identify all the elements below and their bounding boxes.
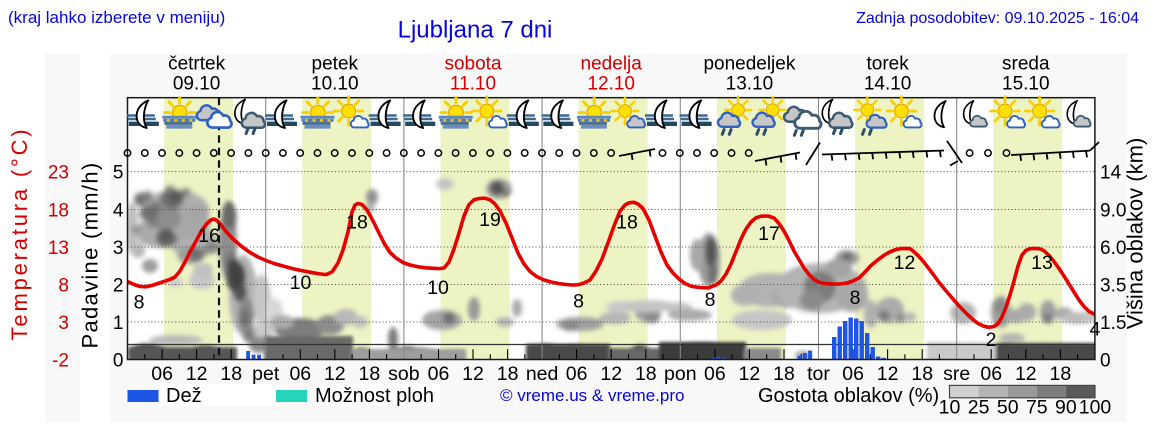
svg-text:2: 2	[986, 329, 997, 351]
svg-text:13: 13	[48, 238, 69, 259]
svg-text:06: 06	[428, 363, 450, 385]
svg-text:3: 3	[113, 238, 124, 259]
svg-text:1: 1	[113, 313, 124, 334]
svg-text:sreda: sreda	[1002, 54, 1050, 75]
svg-text:sob: sob	[388, 363, 420, 385]
svg-text:© vreme.us & vreme.pro: © vreme.us & vreme.pro	[500, 386, 684, 405]
svg-text:12: 12	[739, 363, 761, 385]
svg-text:8: 8	[134, 292, 145, 314]
svg-text:12: 12	[894, 252, 916, 274]
svg-text:Dež: Dež	[166, 385, 202, 407]
svg-text:ponedeljek: ponedeljek	[703, 54, 795, 75]
svg-text:18: 18	[359, 363, 381, 385]
svg-text:06: 06	[980, 363, 1002, 385]
svg-text:8: 8	[705, 289, 716, 311]
svg-text:18: 18	[220, 363, 242, 385]
svg-text:12: 12	[186, 363, 208, 385]
svg-text:(kraj lahko izberete v meniju): (kraj lahko izberete v meniju)	[8, 8, 225, 27]
svg-text:25: 25	[968, 397, 990, 419]
svg-text:100: 100	[1079, 397, 1112, 419]
svg-text:10: 10	[290, 272, 312, 294]
svg-text:sobota: sobota	[444, 54, 501, 75]
svg-text:90: 90	[1055, 397, 1077, 419]
svg-text:13: 13	[1031, 252, 1053, 274]
svg-text:-2: -2	[52, 350, 69, 371]
svg-text:8: 8	[573, 291, 584, 313]
svg-text:18: 18	[773, 363, 795, 385]
svg-text:18: 18	[1050, 363, 1072, 385]
svg-text:torek: torek	[866, 54, 909, 75]
svg-text:18: 18	[616, 212, 638, 234]
svg-text:ned: ned	[526, 363, 559, 385]
svg-text:3: 3	[58, 313, 69, 334]
svg-text:Zadnja posodobitev: 09.10.2025: Zadnja posodobitev: 09.10.2025 - 16:04	[856, 10, 1139, 27]
svg-text:13.10: 13.10	[726, 74, 774, 95]
svg-text:2: 2	[113, 275, 124, 296]
svg-text:18: 18	[635, 363, 657, 385]
svg-text:12: 12	[600, 363, 622, 385]
svg-text:12: 12	[1015, 363, 1037, 385]
svg-text:četrtek: četrtek	[168, 54, 226, 75]
svg-text:0: 0	[113, 350, 124, 371]
svg-text:Višina oblakov (km): Višina oblakov (km)	[1123, 138, 1148, 330]
svg-text:0: 0	[1100, 350, 1111, 371]
svg-text:06: 06	[842, 363, 864, 385]
svg-text:23: 23	[48, 162, 69, 183]
svg-text:11.10: 11.10	[450, 74, 496, 95]
svg-text:tor: tor	[807, 363, 830, 385]
svg-text:19: 19	[479, 209, 501, 231]
svg-text:12: 12	[324, 363, 346, 385]
svg-text:15.10: 15.10	[1002, 74, 1050, 95]
svg-text:3.5: 3.5	[1100, 275, 1126, 296]
svg-text:14: 14	[1100, 162, 1122, 183]
svg-text:18: 18	[346, 212, 368, 234]
svg-text:50: 50	[997, 397, 1019, 419]
svg-text:5: 5	[113, 162, 124, 183]
svg-text:Gostota oblakov (%): Gostota oblakov (%)	[758, 385, 939, 407]
svg-text:14.10: 14.10	[864, 74, 912, 95]
svg-text:4: 4	[113, 200, 124, 221]
svg-text:10: 10	[427, 277, 449, 299]
svg-text:12: 12	[877, 363, 899, 385]
svg-text:06: 06	[151, 363, 173, 385]
svg-text:8: 8	[850, 287, 861, 309]
svg-text:06: 06	[704, 363, 726, 385]
svg-text:Padavine (mm/h): Padavine (mm/h)	[78, 161, 103, 348]
svg-text:pon: pon	[664, 363, 697, 385]
svg-text:10.10: 10.10	[311, 74, 359, 95]
svg-text:nedelja: nedelja	[581, 54, 643, 75]
svg-text:18: 18	[497, 363, 519, 385]
svg-text:10: 10	[939, 397, 961, 419]
svg-text:17: 17	[758, 223, 780, 245]
svg-text:Ljubljana 7 dni: Ljubljana 7 dni	[398, 17, 553, 44]
svg-text:sre: sre	[943, 363, 970, 385]
svg-text:Možnost ploh: Možnost ploh	[315, 385, 434, 407]
svg-text:Temperatura (°C): Temperatura (°C)	[7, 127, 32, 341]
svg-text:18: 18	[48, 200, 69, 221]
svg-text:16: 16	[198, 225, 220, 247]
svg-text:pet: pet	[252, 363, 280, 385]
svg-text:12: 12	[462, 363, 484, 385]
svg-text:06: 06	[289, 363, 311, 385]
svg-text:1.5: 1.5	[1100, 313, 1126, 334]
svg-text:75: 75	[1026, 397, 1048, 419]
svg-text:petek: petek	[312, 54, 359, 75]
svg-text:8: 8	[58, 275, 69, 296]
svg-text:18: 18	[911, 363, 933, 385]
svg-text:6.0: 6.0	[1100, 238, 1126, 259]
svg-text:9.0: 9.0	[1100, 200, 1126, 221]
svg-text:12.10: 12.10	[587, 74, 635, 95]
svg-text:09.10: 09.10	[173, 74, 221, 95]
svg-text:06: 06	[566, 363, 588, 385]
